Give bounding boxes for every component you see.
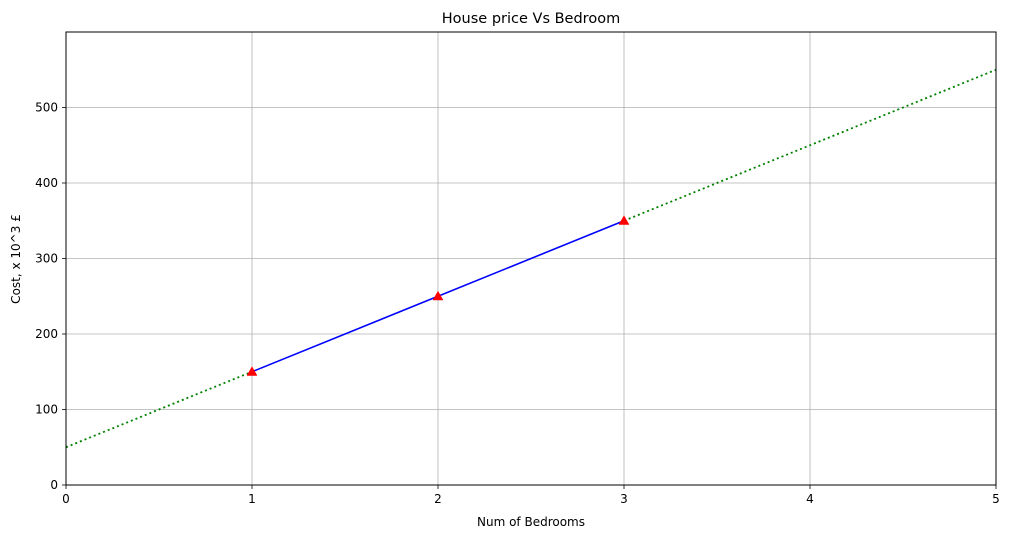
x-tick-label: 4 — [806, 492, 814, 506]
extrapolated-low-line — [65, 370, 253, 449]
x-tick-label: 0 — [62, 492, 70, 506]
y-tick-label: 400 — [35, 176, 58, 190]
x-tick-label: 3 — [620, 492, 628, 506]
data-point-marker — [618, 215, 630, 225]
data-markers — [246, 215, 630, 376]
y-tick-label: 500 — [35, 101, 58, 115]
x-axis-ticks: 0 1 2 3 4 5 — [62, 485, 1000, 506]
chart-title: House price Vs Bedroom — [442, 11, 620, 27]
x-tick-label: 2 — [434, 492, 442, 506]
y-tick-label: 100 — [35, 403, 58, 417]
y-tick-label: 0 — [50, 478, 58, 492]
extrapolated-high-line — [623, 68, 997, 222]
x-axis-label: Num of Bedrooms — [477, 515, 585, 529]
y-tick-label: 300 — [35, 252, 58, 266]
y-axis-label: Cost, x 10^3 £ — [9, 214, 23, 304]
y-axis-ticks: 0 100 200 300 400 500 — [35, 101, 66, 492]
data-point-marker — [246, 366, 258, 376]
data-point-marker — [432, 290, 444, 301]
x-tick-label: 5 — [992, 492, 1000, 506]
x-tick-label: 1 — [248, 492, 256, 506]
y-tick-label: 200 — [35, 327, 58, 341]
